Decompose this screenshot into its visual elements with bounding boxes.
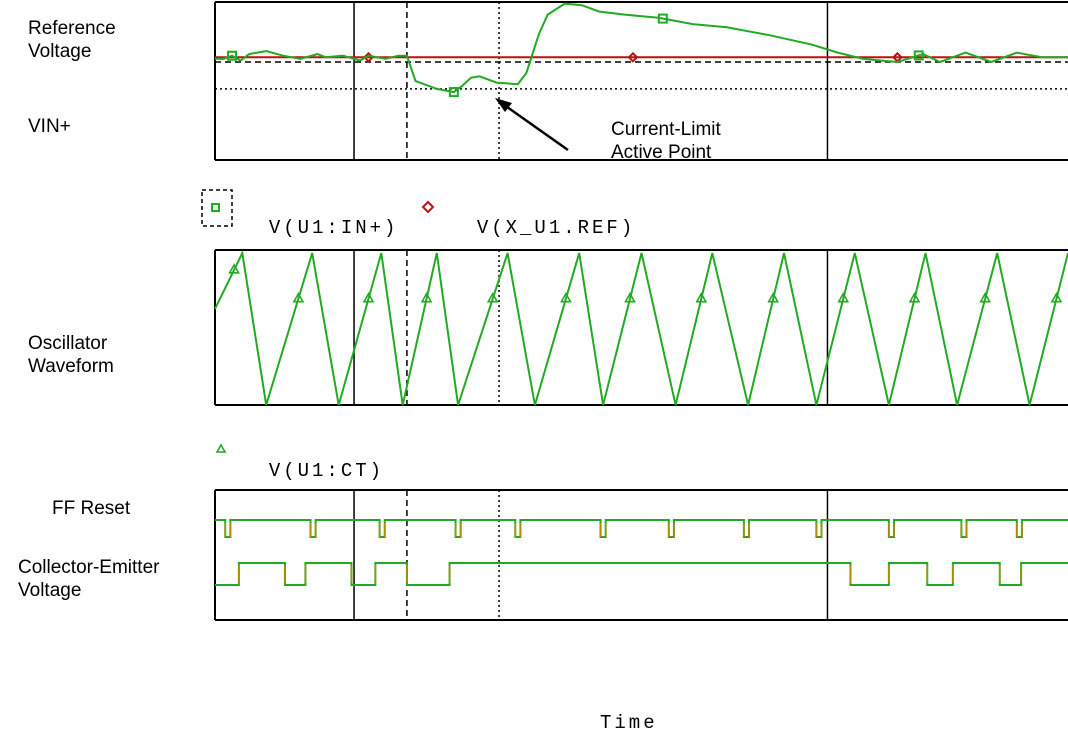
ct-triangle-marker-12 <box>624 292 636 303</box>
legend-ref-trace: V(X_U1.REF) <box>448 195 635 239</box>
legend-square-icon <box>211 203 220 212</box>
label-oscillator-line2: Waveform <box>28 356 114 377</box>
ff-pulse-edge-0 <box>224 523 232 537</box>
ff-pulse-edge-10 <box>960 523 968 537</box>
ct-triangle-marker-4 <box>362 292 375 303</box>
label-reference-line1: Reference <box>28 18 116 39</box>
label-collector-line1: Collector-Emitter <box>18 557 160 578</box>
label-collector-line2: Voltage <box>18 580 82 601</box>
annotation-line2: Active Point <box>611 142 712 163</box>
vin-square-marker-0 <box>227 50 238 61</box>
annotation-current-limit: Current-Limit Active Point <box>611 118 721 164</box>
legend-ct-trace: V(U1:CT) <box>240 438 384 482</box>
label-reference-line2: Voltage <box>28 41 92 62</box>
ff-pulse-edge-5 <box>599 523 607 537</box>
series-collector-emitter <box>215 562 1068 586</box>
label-oscillator-waveform: Oscillator Waveform <box>28 332 114 378</box>
ct-triangle-marker-10 <box>560 292 572 303</box>
ff-pulse-edge-6 <box>668 523 675 537</box>
label-reference-voltage: Reference Voltage <box>28 17 116 63</box>
ff-pulse-edge-11 <box>1016 523 1023 537</box>
legend-vin-label: V(U1:IN+) <box>268 217 399 239</box>
label-collector-emitter: Collector-Emitter Voltage <box>18 556 159 602</box>
legend-ref-label: V(X_U1.REF) <box>476 217 636 239</box>
ff-pulse-edge-2 <box>378 523 386 537</box>
ct-triangle-marker-22 <box>979 292 992 303</box>
series-vin-line <box>215 2 1068 94</box>
arrow-head-icon <box>495 98 512 112</box>
annotation-arrow <box>499 100 569 152</box>
ct-triangle-marker-8 <box>486 292 499 303</box>
ff-pulse-edge-7 <box>743 523 750 537</box>
legend-vin-trace: V(U1:IN+) <box>240 195 398 239</box>
ct-triangle-marker-16 <box>767 292 780 303</box>
ff-pulse-edge-8 <box>815 523 823 537</box>
ct-triangle-marker-14 <box>695 292 708 303</box>
ct-triangle-marker-20 <box>908 292 921 303</box>
vin-square-marker-2 <box>657 13 668 24</box>
vin-square-marker-3 <box>913 50 924 61</box>
ct-triangle-marker-0 <box>228 263 240 274</box>
label-ff-reset: FF Reset <box>52 498 131 519</box>
ff-pulse-edge-3 <box>454 523 462 537</box>
legend-ct-label: V(U1:CT) <box>268 460 385 482</box>
legend-marker-highlight-box <box>201 189 233 227</box>
legend-diamond-icon <box>421 200 435 214</box>
ct-triangle-marker-24 <box>1050 292 1063 303</box>
series-ff-reset <box>215 519 1068 538</box>
x-axis-label: Time <box>600 712 658 734</box>
ff-pulse-edge-4 <box>514 523 522 537</box>
ff-pulse-edge-9 <box>888 523 895 537</box>
ff-pulse-edge-1 <box>309 523 317 537</box>
label-oscillator-line1: Oscillator <box>28 333 108 354</box>
ct-triangle-marker-6 <box>420 292 433 303</box>
ct-triangle-marker-2 <box>292 292 305 303</box>
label-vin: VIN+ <box>28 116 71 137</box>
ct-triangle-marker-18 <box>837 292 850 303</box>
series-ct-sawtooth <box>214 249 1068 406</box>
annotation-line1: Current-Limit <box>611 119 721 140</box>
ref-diamond-marker-1 <box>627 51 639 63</box>
vin-square-marker-1 <box>448 87 459 98</box>
legend-triangle-icon <box>215 443 227 453</box>
